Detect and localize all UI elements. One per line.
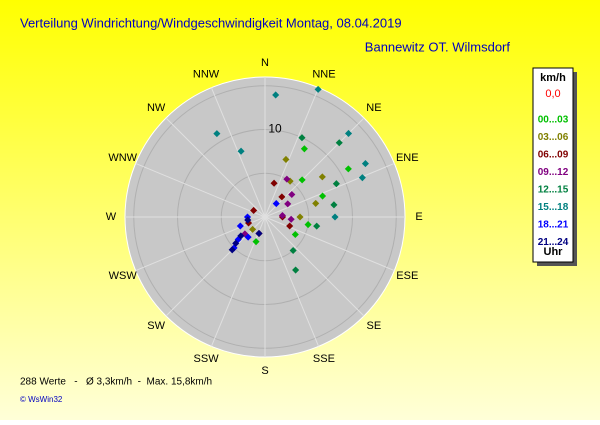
- direction-label: NNW: [193, 69, 220, 81]
- legend-entry: 21...24: [538, 237, 569, 248]
- legend-title: km/h: [540, 72, 566, 84]
- legend-entry: 00...03: [538, 115, 569, 126]
- data-point: [278, 211, 286, 220]
- data-point: [282, 155, 290, 163]
- data-point: [292, 266, 300, 274]
- data-point: [237, 232, 245, 240]
- legend-entry: 12...15: [538, 185, 569, 196]
- direction-label: NNE: [312, 69, 335, 81]
- data-point: [335, 139, 343, 147]
- data-point: [344, 165, 352, 173]
- direction-label: NE: [366, 102, 381, 114]
- data-point: [228, 246, 236, 254]
- chart-subtitle: Bannewitz OT. Wilmsdorf: [365, 39, 511, 54]
- ray: [264, 87, 320, 218]
- direction-label: NW: [147, 102, 166, 114]
- ray: [165, 117, 266, 218]
- credit: © WsWin32: [20, 395, 63, 404]
- direction-label: E: [415, 211, 422, 223]
- ray: [264, 216, 365, 317]
- direction-label: WSW: [109, 270, 138, 282]
- data-point: [255, 229, 263, 237]
- data-point: [244, 216, 252, 224]
- data-point: [344, 129, 353, 138]
- data-point: [298, 176, 306, 184]
- direction-label: SE: [367, 320, 382, 332]
- direction-label: N: [261, 57, 269, 69]
- data-point: [288, 190, 296, 199]
- data-point: [272, 200, 280, 208]
- direction-label: W: [106, 211, 117, 223]
- data-point: [298, 134, 306, 142]
- data-point: [278, 193, 286, 201]
- direction-label: S: [261, 365, 268, 377]
- data-point: [287, 215, 295, 223]
- chart-title: Verteilung Windrichtung/Windgeschwindigk…: [20, 15, 402, 30]
- data-point: [332, 180, 340, 188]
- legend-entry: 09...12: [538, 167, 569, 178]
- data-point: [250, 206, 258, 214]
- ray: [264, 162, 395, 218]
- data-point: [272, 91, 280, 99]
- data-point: [286, 222, 294, 230]
- ray: [210, 87, 266, 218]
- data-point: [296, 213, 304, 221]
- direction-label: SSW: [194, 353, 220, 365]
- direction-label: SW: [147, 320, 165, 332]
- legend-box: [532, 67, 574, 263]
- data-point: [252, 238, 260, 246]
- legend-entry: 06...09: [538, 150, 569, 161]
- direction-label: WNW: [108, 152, 137, 164]
- data-point: [318, 173, 326, 181]
- data-point: [283, 175, 291, 183]
- r-tick-label: 10: [268, 122, 282, 136]
- ray: [135, 162, 266, 218]
- data-point: [331, 213, 339, 221]
- ray: [264, 216, 320, 347]
- data-point: [358, 174, 366, 182]
- data-point: [270, 179, 278, 187]
- legend-entry: 18...21: [538, 220, 569, 231]
- legend-entry: 15...18: [538, 202, 569, 213]
- data-point: [284, 200, 292, 208]
- data-point: [244, 233, 252, 241]
- data-point: [313, 222, 321, 230]
- legend-calm: 0,0: [545, 88, 560, 100]
- data-point: [289, 246, 297, 255]
- data-point: [213, 130, 221, 138]
- direction-label: SSE: [313, 353, 335, 365]
- legend-entry: 03...06: [538, 132, 569, 143]
- data-point: [300, 145, 308, 153]
- data-point: [330, 201, 338, 209]
- legend-footer: Uhr: [544, 246, 564, 258]
- ray: [165, 216, 266, 317]
- direction-label: ESE: [396, 270, 418, 282]
- data-point: [249, 225, 257, 233]
- data-point: [236, 222, 244, 230]
- data-point: [304, 221, 312, 229]
- data-point: [312, 199, 320, 207]
- direction-label: ENE: [396, 152, 419, 164]
- data-point: [237, 147, 245, 155]
- data-point: [319, 192, 327, 200]
- data-point: [361, 160, 369, 168]
- data-point: [291, 230, 299, 239]
- data-point: [232, 239, 240, 247]
- data-point: [314, 85, 322, 93]
- footer: 288 Werte - Ø 3,3km/h - Max. 15,8km/h: [20, 377, 212, 388]
